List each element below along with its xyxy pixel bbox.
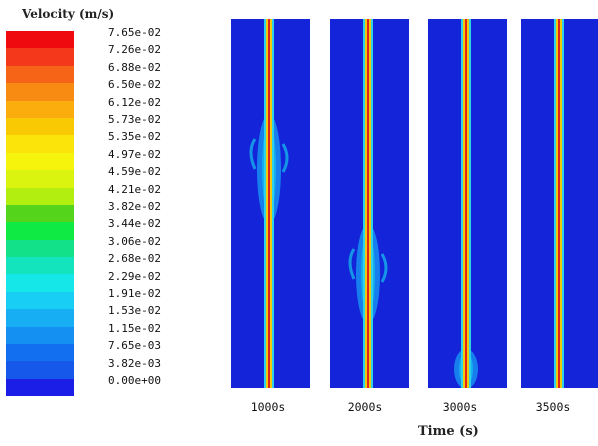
- legend-tick-label: 4.59e-02: [108, 165, 161, 179]
- legend-tick-label: 5.35e-02: [108, 130, 161, 144]
- legend-tick-label: 0.00e+00: [108, 374, 161, 387]
- panel-label-3500s: 3500s: [535, 400, 571, 414]
- legend-swatch: [6, 378, 74, 397]
- panel-label-1000s: 1000s: [250, 400, 286, 414]
- contour-plot: [428, 19, 507, 388]
- legend-swatch: [6, 291, 74, 310]
- legend-tick-label: 1.91e-02: [108, 287, 161, 300]
- legend-swatch: [6, 48, 74, 66]
- legend-tick-label: 6.12e-02: [108, 95, 161, 109]
- legend-tick-label: 7.65e-03: [108, 339, 161, 353]
- legend-swatch: [6, 361, 74, 379]
- legend-swatch: [6, 309, 74, 327]
- legend-swatch: [6, 326, 74, 345]
- legend-tick-label: 4.21e-02: [108, 182, 161, 196]
- legend-title: Velocity (m/s): [22, 7, 115, 21]
- legend-tick-label: 2.29e-02: [108, 269, 161, 283]
- legend-swatch: [6, 117, 74, 136]
- legend-swatch: [6, 187, 74, 205]
- legend-swatch: [6, 274, 74, 292]
- legend-swatch: [6, 257, 74, 275]
- legend-tick-label: 3.82e-03: [108, 356, 161, 370]
- x-axis-label: Time (s): [418, 424, 479, 439]
- legend-swatch: [6, 344, 74, 362]
- legend-swatch: [6, 239, 74, 258]
- legend-swatch: [6, 83, 74, 101]
- legend-tick-label: 1.53e-02: [108, 304, 161, 318]
- contour-panel-1000s: [231, 19, 310, 388]
- contour-plot: [330, 19, 409, 388]
- legend-swatch: [6, 170, 74, 188]
- legend-tick-label: 1.15e-02: [108, 321, 161, 335]
- legend-tick-label: 4.97e-02: [108, 147, 161, 161]
- legend-swatch: [6, 135, 74, 153]
- legend-swatch: [6, 204, 74, 223]
- legend-swatch: [6, 65, 74, 84]
- legend-tick-label: 7.26e-02: [108, 43, 161, 57]
- legend-tick-label: 3.06e-02: [108, 234, 161, 248]
- legend-tick-label: 5.73e-02: [108, 113, 161, 126]
- contour-panel-3000s: [428, 19, 507, 388]
- central-channel: [554, 19, 564, 388]
- legend-tick-label: 6.50e-02: [108, 78, 161, 92]
- contour-plot: [521, 19, 598, 388]
- legend-swatch: [6, 222, 74, 240]
- panel-label-2000s: 2000s: [347, 400, 383, 414]
- contour-panel-3500s: [521, 19, 598, 388]
- legend-swatch: [6, 152, 74, 171]
- legend-tick-label: 6.88e-02: [108, 60, 161, 74]
- color-scale-bar: [6, 31, 74, 397]
- central-channel: [461, 19, 471, 388]
- legend-swatch: [6, 100, 74, 118]
- legend-swatch: [6, 31, 74, 49]
- contour-panel-2000s: [330, 19, 409, 388]
- legend-tick-label: 2.68e-02: [108, 252, 161, 266]
- central-channel: [264, 19, 274, 388]
- legend-tick-label: 7.65e-02: [108, 26, 161, 39]
- legend-tick-label: 3.44e-02: [108, 217, 161, 231]
- legend-tick-label: 3.82e-02: [108, 200, 161, 213]
- central-channel: [363, 19, 373, 388]
- contour-plot: [231, 19, 310, 388]
- panel-label-3000s: 3000s: [442, 400, 478, 414]
